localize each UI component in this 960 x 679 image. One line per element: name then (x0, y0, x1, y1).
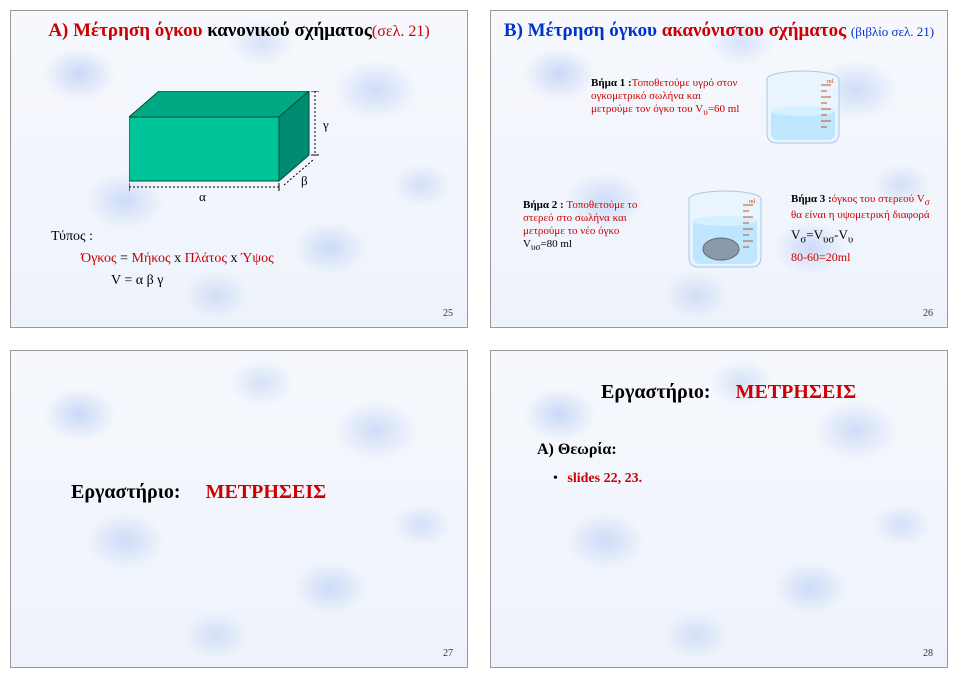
title-kanonikou: κανονικού σχήματος (207, 20, 372, 41)
slide-content: Α) Μέτρηση όγκου κανονικού σχήματος(σελ.… (11, 11, 467, 327)
eq-lhs: V (791, 227, 800, 242)
page-number: 27 (443, 648, 453, 659)
title-main: Μέτρηση όγκου (528, 20, 662, 41)
slide-25: Α) Μέτρηση όγκου κανονικού σχήματος(σελ.… (10, 10, 468, 328)
slide-26: Β) Μέτρηση όγκου ακανόνιστου σχήματος (β… (490, 10, 948, 328)
step3-eq: Vσ=Vυσ-Vυ (791, 228, 936, 247)
title-letter: Β) (504, 20, 528, 41)
slide26-title: Β) Μέτρηση όγκου ακανόνιστου σχήματος (β… (491, 19, 947, 43)
slide-27: Εργαστήριο: ΜΕΤΡΗΣΕΙΣ 27 (10, 350, 468, 668)
cube-svg (129, 91, 329, 201)
page-number: 26 (923, 308, 933, 319)
cube-diagram: γ α β (129, 91, 349, 211)
slide-content: Β) Μέτρηση όγκου ακανόνιστου σχήματος (β… (491, 11, 947, 327)
title-letter: Α) (48, 20, 73, 41)
platos: Πλάτος (185, 251, 227, 266)
step2-v: V (523, 238, 531, 250)
cube-front (129, 117, 279, 181)
step2-sub: υσ (531, 242, 540, 252)
step3-text: Βήμα 3 :όγκος του στερεού Vσ θα είναι η … (791, 193, 936, 264)
ogkos: Όγκος (81, 251, 117, 266)
page-number: 28 (923, 648, 933, 659)
bullet-icon: • (553, 471, 558, 486)
title-page: (σελ. 21) (372, 23, 430, 40)
step2-eq: =80 ml (540, 238, 572, 250)
step3-red2: θα είναι η υψομετρική διαφορά (791, 209, 930, 221)
lab-line: Εργαστήριο: ΜΕΤΡΗΣΕΙΣ (601, 381, 856, 404)
cube-top (129, 91, 309, 117)
step1-bold: Βήμα 1 : (591, 77, 632, 89)
label-alpha: α (199, 189, 206, 205)
title-page: (βιβλίο σελ. 21) (851, 24, 934, 39)
step3-red: όγκος του στερεού V (832, 193, 925, 205)
lab-line: Εργαστήριο: ΜΕΤΡΗΣΕΙΣ (71, 481, 326, 504)
slide-content: Εργαστήριο: ΜΕΤΡΗΣΕΙΣ Α) Θεωρία: • slide… (491, 351, 947, 667)
beaker1-icon: ml (761, 69, 846, 149)
lab-value: ΜΕΤΡΗΣΕΙΣ (736, 381, 857, 403)
ypsos: Ύψος (241, 251, 274, 266)
slides-ref: slides 22, 23. (567, 471, 642, 486)
step2-text: Βήμα 2 : Τοποθετούμε το στερεό στο σωλήν… (523, 199, 668, 254)
svg-text:ml: ml (827, 79, 834, 85)
formula-block: Τύπος : Όγκος = Μήκος x Πλάτος x Ύψος V … (51, 226, 274, 292)
theory-heading: Α) Θεωρία: (537, 441, 617, 459)
lab-label: Εργαστήριο: (601, 381, 711, 403)
label-gamma: γ (323, 117, 329, 133)
mikos: Μήκος (132, 251, 171, 266)
slide-28: Εργαστήριο: ΜΕΤΡΗΣΕΙΣ Α) Θεωρία: • slide… (490, 350, 948, 668)
eq-s2: υσ (823, 234, 834, 246)
step2-bold: Βήμα 2 : (523, 199, 566, 211)
step1-text: Βήμα 1 :Τοποθετούμε υγρό στον ογκομετρικ… (591, 77, 741, 119)
step3-bold: Βήμα 3 : (791, 193, 832, 205)
svg-text:ml: ml (749, 199, 756, 205)
slide-content: Εργαστήριο: ΜΕΤΡΗΣΕΙΣ 27 (11, 351, 467, 667)
lab-label: Εργαστήριο: (71, 481, 181, 503)
page-number: 25 (443, 308, 453, 319)
eq-s3: υ (848, 234, 853, 246)
beaker2-icon: ml (683, 189, 768, 274)
slide25-title: Α) Μέτρηση όγκου κανονικού σχήματος(σελ.… (11, 19, 467, 43)
title-main: Μέτρηση όγκου (73, 20, 207, 41)
step1-tail: =60 ml (708, 103, 740, 115)
formula-words: Όγκος = Μήκος x Πλάτος x Ύψος (81, 248, 274, 270)
step3-sub1: σ (925, 197, 930, 207)
lab-value: ΜΕΤΡΗΣΕΙΣ (206, 481, 327, 503)
step3-answer: 80-60=20ml (791, 251, 936, 264)
formula-symbols: V = α β γ (111, 270, 274, 292)
eq-mid: =V (806, 227, 823, 242)
page-root: Α) Μέτρηση όγκου κανονικού σχήματος(σελ.… (0, 0, 960, 679)
label-beta: β (301, 173, 308, 189)
title-akanon: ακανόνιστου σχήματος (662, 20, 851, 41)
typos-label: Τύπος : (51, 226, 274, 248)
bullet-row: • slides 22, 23. (553, 471, 642, 487)
eq-minus: -V (834, 227, 848, 242)
